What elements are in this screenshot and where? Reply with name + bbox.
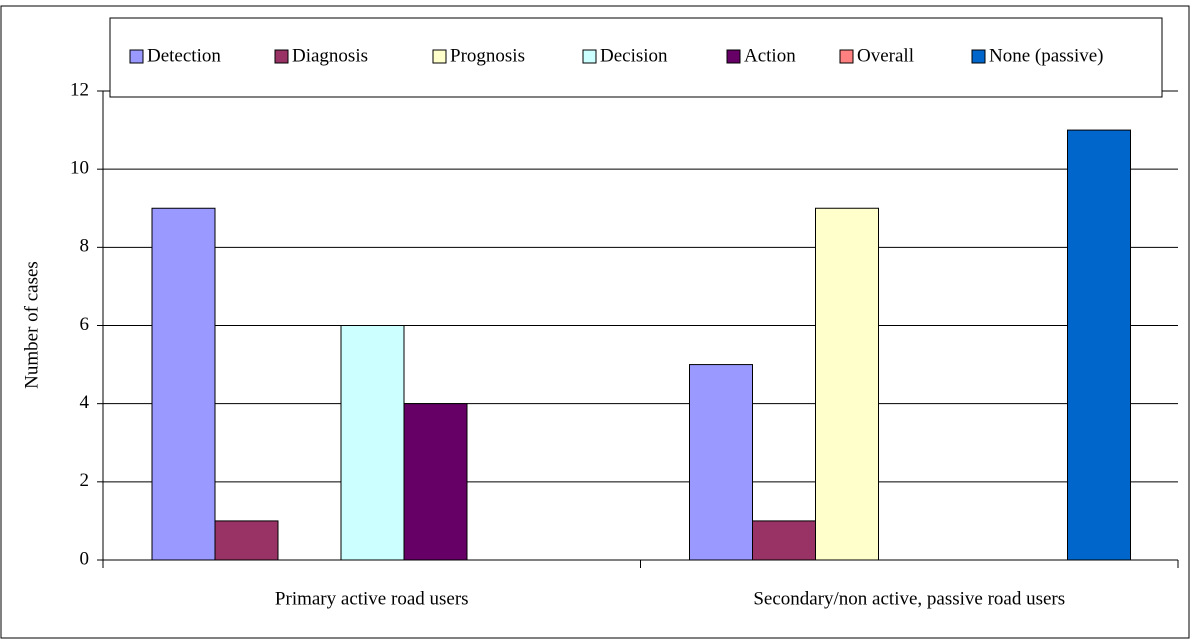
legend-swatch [274,49,289,64]
y-tick-label: 0 [80,548,90,569]
legend-label: Overall [857,45,914,66]
legend-label: Diagnosis [292,45,368,66]
legend-swatch [129,49,144,64]
y-tick-label: 6 [80,314,90,335]
legend-swatch [971,49,986,64]
legend-swatch [582,49,597,64]
bar [689,364,753,561]
legend-label: None (passive) [989,45,1104,66]
bar [752,520,816,561]
bar [815,207,879,561]
y-tick-label: 10 [70,158,89,179]
x-tick-label: Secondary/non active, passive road users [753,588,1065,609]
legend-label: Action [744,45,796,66]
legend-swatch [839,49,854,64]
legend-swatch [726,49,741,64]
y-tick-label: 4 [80,392,90,413]
bar [403,403,468,561]
legend-swatch [432,49,447,64]
bar [340,325,405,561]
legend-label: Detection [147,45,221,66]
bar [1067,129,1131,561]
x-tick-label: Primary active road users [275,588,469,609]
y-axis-label: Number of cases [21,261,42,389]
y-tick-label: 2 [80,470,90,491]
y-tick-label: 8 [80,236,90,257]
legend-label: Prognosis [450,45,525,66]
bar [151,207,216,561]
bar [214,520,279,561]
legend-label: Decision [600,45,668,66]
y-tick-label: 12 [70,79,89,100]
